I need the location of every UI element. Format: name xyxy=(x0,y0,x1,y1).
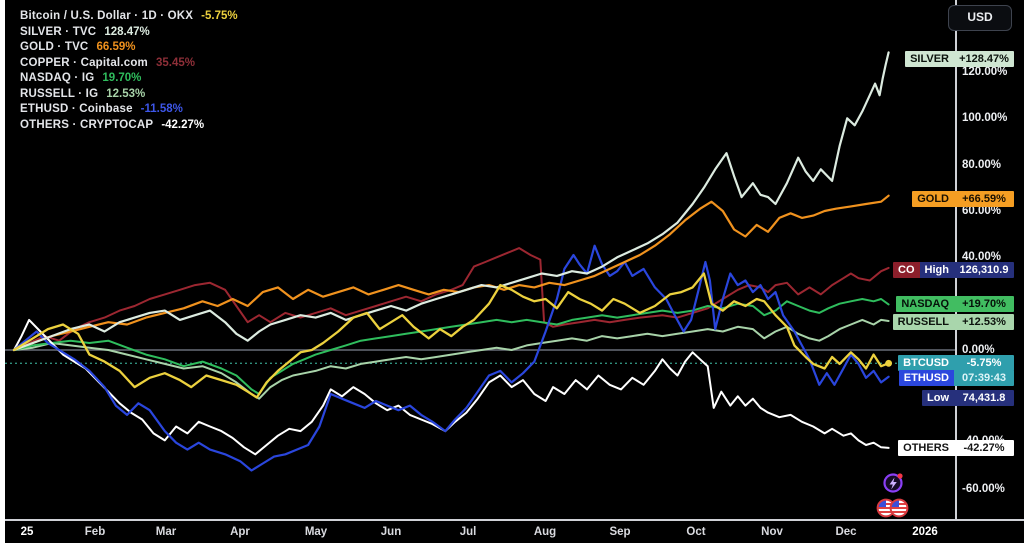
legend-compare-row[interactable]: ETHUSD · Coinbase -11.58% xyxy=(20,102,238,118)
time-axis-tick: May xyxy=(304,526,328,538)
us-flag-events-icon[interactable] xyxy=(876,498,909,518)
badge-label: Low xyxy=(922,390,954,406)
symbol-legend: Bitcoin / U.S. Dollar · 1D · OKX -5.75% SI… xyxy=(20,9,238,133)
btcusd-price-badge: BTCUSD -5.75% xyxy=(898,355,1014,371)
badge-label: OTHERS xyxy=(898,440,954,456)
time-scale-border xyxy=(0,519,1024,521)
time-axis-tick: Jun xyxy=(380,526,402,538)
time-axis-tick: Aug xyxy=(533,526,557,538)
legend-change-value: -11.58% xyxy=(140,103,183,115)
series-line-ethusd[interactable] xyxy=(12,244,890,472)
legend-symbol-label: ETHUSD · Coinbase xyxy=(20,103,133,115)
badge-label: CO xyxy=(893,262,920,278)
legend-symbol-label: GOLD · TVC xyxy=(20,41,89,53)
others-price-badge: OTHERS -42.27% xyxy=(898,440,1014,456)
price-axis-tick: 40.00% xyxy=(962,251,1002,263)
time-axis-tick: Mar xyxy=(155,526,177,538)
badge-label: SILVER xyxy=(905,51,954,67)
time-axis-tick: Oct xyxy=(686,526,706,538)
legend-symbol-label: OTHERS · CRYPTOCAP xyxy=(20,118,154,131)
legend-change-value: 19.70% xyxy=(102,72,142,84)
legend-symbol-label: NASDAQ · IG xyxy=(20,72,95,84)
legend-change-value: -5.75% xyxy=(201,10,238,22)
badge-value: +128.47% xyxy=(954,51,1014,67)
series-line-copper[interactable] xyxy=(13,247,890,351)
price-axis-tick: 120.00% xyxy=(962,66,1008,78)
silver-price-badge: SILVER +128.47% xyxy=(905,51,1014,67)
copper-high-price-badge: CO High 126,310.9 xyxy=(893,262,1014,278)
legend-compare-row[interactable]: OTHERS · CRYPTOCAP -42.27% xyxy=(20,118,238,134)
price-axis-tick: 0.00% xyxy=(962,344,995,356)
ethusd-countdown-price-badge: ETHUSD 07:39:43 xyxy=(898,370,1014,386)
series-line-silver[interactable] xyxy=(12,51,890,352)
legend-compare-row[interactable]: RUSSELL · IG 12.53% xyxy=(20,87,238,103)
time-axis-tick: Feb xyxy=(84,526,106,538)
badge-value: 126,310.9 xyxy=(954,262,1014,278)
legend-compare-row[interactable]: COPPER · Capital.com 35.45% xyxy=(20,56,238,72)
badge-label: High xyxy=(919,262,954,278)
series-line-russell[interactable] xyxy=(13,318,890,400)
badge-label: RUSSELL xyxy=(892,314,954,330)
legend-symbol-label: Bitcoin / U.S. Dollar · 1D · OKX xyxy=(20,10,194,22)
price-axis-tick: 100.00% xyxy=(962,112,1008,124)
badge-value: +66.59% xyxy=(954,191,1014,207)
badge-label: GOLD xyxy=(912,191,954,207)
time-axis-tick: Dec xyxy=(835,526,857,538)
legend-change-value: 66.59% xyxy=(96,41,136,53)
badge-value: -5.75% xyxy=(954,355,1014,371)
btc-last-price-dot xyxy=(885,359,893,367)
badge-value: +19.70% xyxy=(954,296,1014,312)
price-axis-tick: -60.00% xyxy=(962,483,1005,495)
time-axis-tick: Apr xyxy=(230,526,250,538)
time-axis-tick: Sep xyxy=(609,526,631,538)
russell-price-badge: RUSSELL +12.53% xyxy=(892,314,1014,330)
legend-compare-row[interactable]: SILVER · TVC 128.47% xyxy=(20,25,238,41)
time-scale[interactable]: 25 Feb Mar Apr May Jun Jul Aug Sep Oct Nov Dec 2026 xyxy=(0,521,1024,543)
nasdaq-price-badge: NASDAQ +19.70% xyxy=(896,296,1014,312)
series-line-nasdaq[interactable] xyxy=(13,298,890,395)
badge-label: BTCUSD xyxy=(898,355,954,371)
time-axis-tick: 25 xyxy=(20,526,34,538)
legend-change-value: 35.45% xyxy=(155,56,195,69)
corner-event-icons[interactable] xyxy=(862,468,910,524)
series-line-btcusd[interactable] xyxy=(12,272,890,399)
badge-value: 74,431.8 xyxy=(954,390,1014,406)
time-axis-tick: Jul xyxy=(459,526,477,538)
price-axis-tick: 60.00% xyxy=(962,205,1002,217)
legend-main-symbol-row[interactable]: Bitcoin / U.S. Dollar · 1D · OKX -5.75% xyxy=(20,9,238,25)
low-price-badge: Low 74,431.8 xyxy=(922,390,1014,406)
gold-price-badge: GOLD +66.59% xyxy=(912,191,1014,207)
currency-toggle-button[interactable]: USD xyxy=(948,5,1012,31)
badge-label: ETHUSD xyxy=(898,370,954,386)
badge-value: -42.27% xyxy=(954,440,1014,456)
time-axis-tick: 2026 xyxy=(912,526,938,538)
price-axis-tick: 80.00% xyxy=(962,159,1002,171)
legend-compare-row[interactable]: GOLD · TVC 66.59% xyxy=(20,40,238,56)
badge-value: 07:39:43 xyxy=(954,370,1014,386)
legend-change-value: -42.27% xyxy=(161,118,205,131)
legend-symbol-label: RUSSELL · IG xyxy=(20,87,99,100)
page-edge-bottom xyxy=(0,543,1024,546)
legend-symbol-label: COPPER · Capital.com xyxy=(20,56,148,69)
lightning-icon[interactable] xyxy=(883,473,903,493)
badge-value: +12.53% xyxy=(954,314,1014,330)
legend-change-value: 12.53% xyxy=(106,87,146,100)
legend-symbol-label: SILVER · TVC xyxy=(20,25,97,38)
legend-change-value: 128.47% xyxy=(104,25,150,38)
page-edge-left xyxy=(0,0,5,546)
legend-compare-row[interactable]: NASDAQ · IG 19.70% xyxy=(20,71,238,87)
time-axis-tick: Nov xyxy=(761,526,783,538)
badge-label: NASDAQ xyxy=(896,296,954,312)
series-line-others[interactable] xyxy=(13,318,890,456)
